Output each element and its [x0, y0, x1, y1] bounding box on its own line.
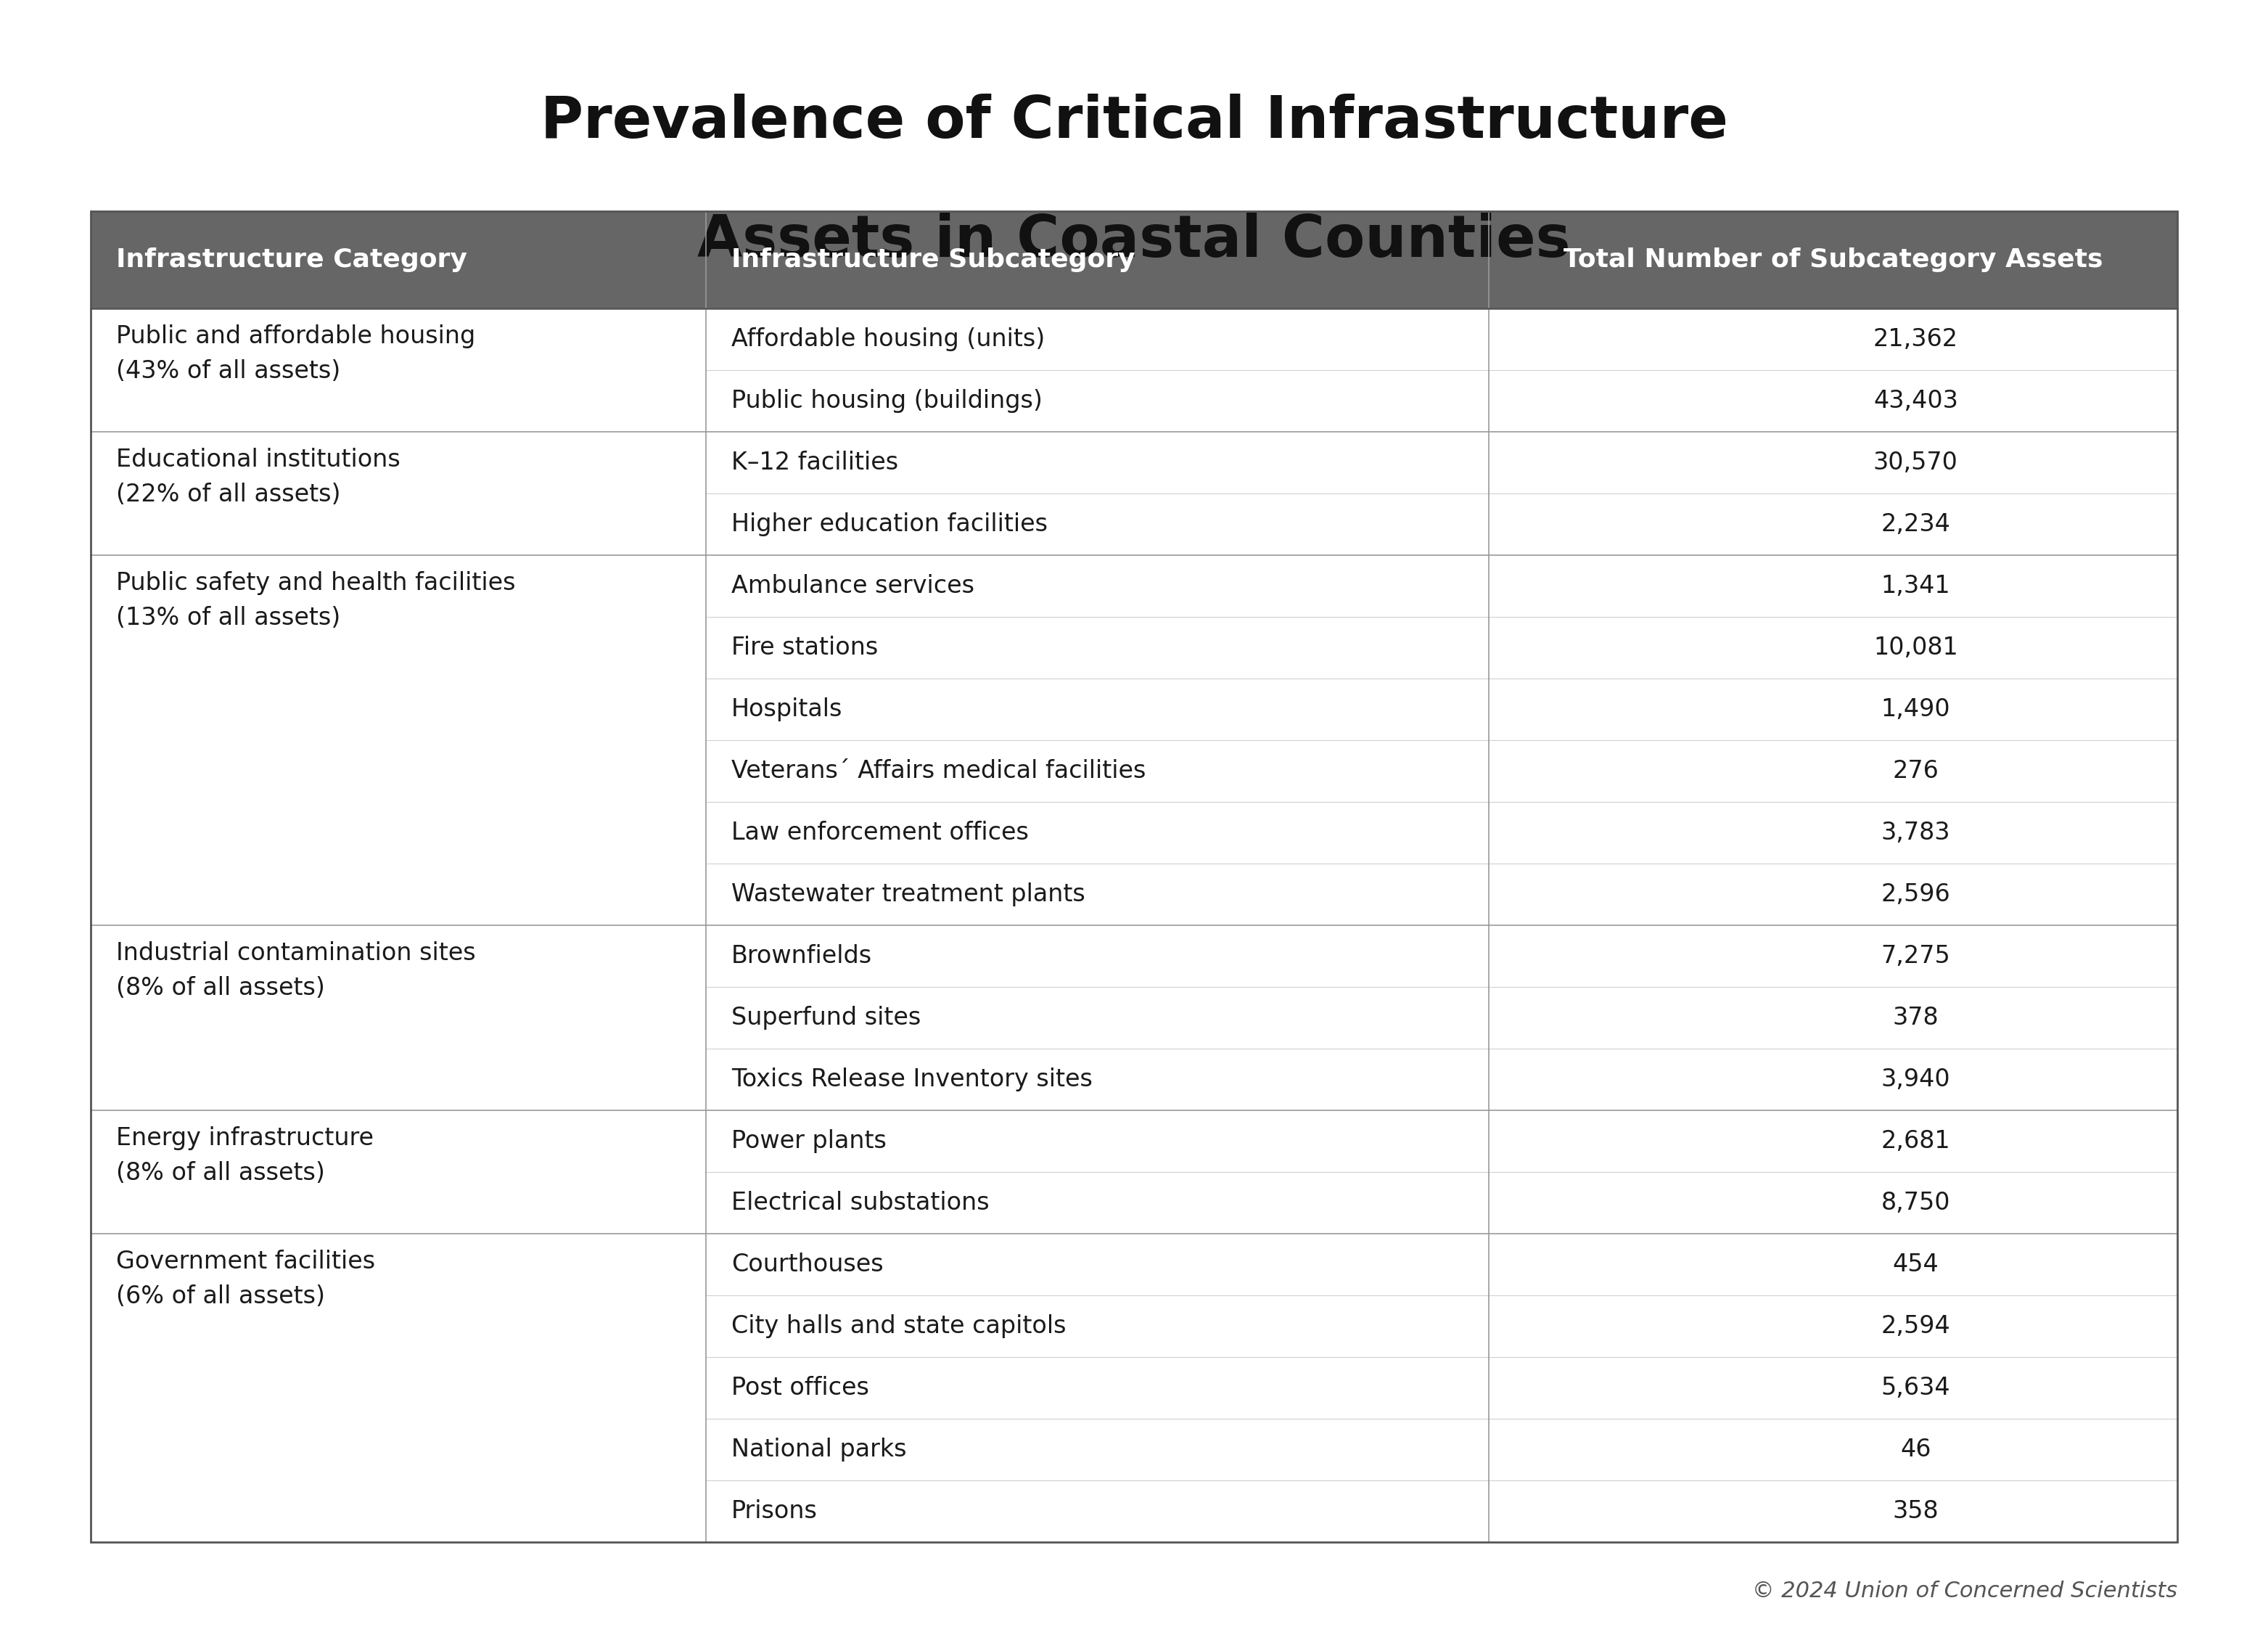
Text: 3,940: 3,940: [1880, 1067, 1950, 1092]
Text: 43,403: 43,403: [1873, 389, 1957, 413]
Bar: [91, 212, 2177, 309]
Text: Post offices: Post offices: [730, 1376, 869, 1401]
Text: Superfund sites: Superfund sites: [730, 1005, 921, 1030]
Text: Infrastructure Subcategory: Infrastructure Subcategory: [730, 247, 1136, 272]
Text: K–12 facilities: K–12 facilities: [730, 451, 898, 475]
Text: Energy infrastructure
(8% of all assets): Energy infrastructure (8% of all assets): [116, 1126, 374, 1184]
Text: 358: 358: [1892, 1500, 1939, 1523]
Text: Hospitals: Hospitals: [730, 698, 844, 722]
Text: Brownfields: Brownfields: [730, 944, 873, 968]
Text: 3,783: 3,783: [1880, 822, 1950, 844]
Text: 1,490: 1,490: [1880, 698, 1950, 722]
Text: Electrical substations: Electrical substations: [730, 1191, 989, 1215]
Text: 1,341: 1,341: [1880, 574, 1950, 599]
Text: 8,750: 8,750: [1880, 1191, 1950, 1215]
Text: 46: 46: [1901, 1438, 1930, 1461]
Text: Prevalence of Critical Infrastructure: Prevalence of Critical Infrastructure: [540, 94, 1728, 150]
Text: 378: 378: [1892, 1005, 1939, 1030]
Text: 454: 454: [1892, 1253, 1939, 1277]
Text: Law enforcement offices: Law enforcement offices: [730, 822, 1030, 844]
Text: Educational institutions
(22% of all assets): Educational institutions (22% of all ass…: [116, 447, 399, 506]
Text: 2,596: 2,596: [1880, 883, 1950, 906]
Text: 30,570: 30,570: [1873, 451, 1957, 475]
Text: © 2024 Union of Concerned Scientists: © 2024 Union of Concerned Scientists: [1751, 1581, 2177, 1601]
Text: Affordable housing (units): Affordable housing (units): [730, 327, 1046, 351]
Text: City halls and state capitols: City halls and state capitols: [730, 1315, 1066, 1339]
Text: Prisons: Prisons: [730, 1500, 816, 1523]
Text: Total Number of Subcategory Assets: Total Number of Subcategory Assets: [1563, 247, 2102, 272]
Text: 2,234: 2,234: [1880, 513, 1950, 537]
Text: Toxics Release Inventory sites: Toxics Release Inventory sites: [730, 1067, 1093, 1092]
Text: Power plants: Power plants: [730, 1129, 887, 1154]
Text: Public and affordable housing
(43% of all assets): Public and affordable housing (43% of al…: [116, 324, 474, 384]
Text: Wastewater treatment plants: Wastewater treatment plants: [730, 883, 1084, 906]
Text: 10,081: 10,081: [1873, 636, 1957, 661]
Text: National parks: National parks: [730, 1438, 907, 1461]
Text: Public safety and health facilities
(13% of all assets): Public safety and health facilities (13%…: [116, 571, 515, 630]
Text: Infrastructure Category: Infrastructure Category: [116, 247, 467, 272]
Text: Government facilities
(6% of all assets): Government facilities (6% of all assets): [116, 1250, 374, 1308]
Text: 2,681: 2,681: [1880, 1129, 1950, 1154]
Text: 276: 276: [1892, 760, 1939, 783]
Text: 5,634: 5,634: [1880, 1376, 1950, 1401]
Text: 7,275: 7,275: [1880, 944, 1950, 968]
Text: Industrial contamination sites
(8% of all assets): Industrial contamination sites (8% of al…: [116, 940, 476, 1001]
Text: Veterans´ Affairs medical facilities: Veterans´ Affairs medical facilities: [730, 760, 1145, 783]
Text: Courthouses: Courthouses: [730, 1253, 882, 1277]
Text: 2,594: 2,594: [1880, 1315, 1950, 1339]
Text: Ambulance services: Ambulance services: [730, 574, 975, 599]
Text: Assets in Coastal Counties: Assets in Coastal Counties: [696, 213, 1572, 268]
Text: Public housing (buildings): Public housing (buildings): [730, 389, 1043, 413]
Bar: [91, 212, 2177, 1542]
Text: Higher education facilities: Higher education facilities: [730, 513, 1048, 537]
Text: Fire stations: Fire stations: [730, 636, 878, 661]
Text: 21,362: 21,362: [1873, 327, 1957, 351]
